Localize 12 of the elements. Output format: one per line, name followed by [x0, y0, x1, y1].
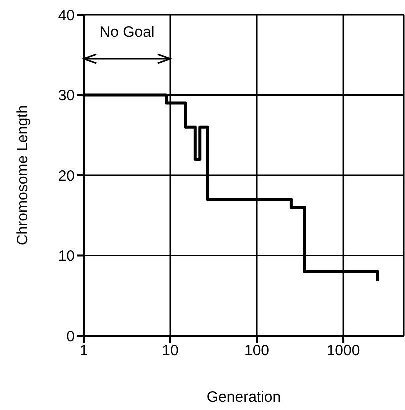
y-tick-label: 40 [58, 7, 75, 24]
x-tick-label: 100 [244, 342, 270, 360]
x-tick-label: 1000 [326, 342, 360, 360]
y-tick-label: 30 [58, 88, 75, 105]
x-axis-title: Generation [206, 389, 282, 406]
x-tick-label: 1 [80, 342, 88, 360]
annotation: No Goal [100, 24, 155, 41]
y-tick-label: 20 [58, 168, 75, 185]
y-tick-label: 10 [58, 248, 75, 266]
x-tick-label: 10 [162, 342, 179, 360]
y-tick-label: 0 [66, 328, 75, 346]
y-axis-title: Chromosome Length [14, 105, 32, 246]
